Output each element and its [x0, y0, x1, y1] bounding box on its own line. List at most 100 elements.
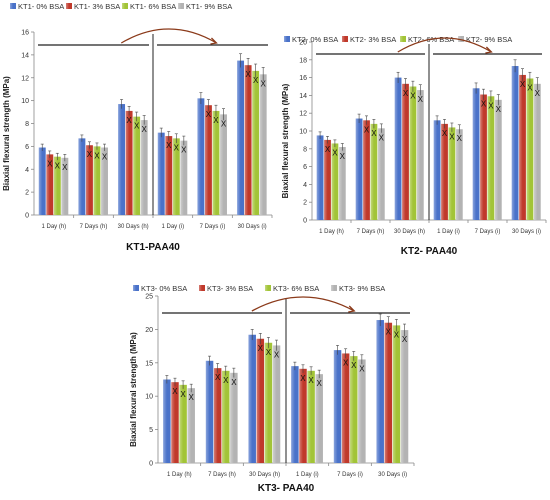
y-tick-label: 20: [299, 40, 307, 47]
x-tick-label: 1 Day (i): [437, 229, 460, 235]
bar: [370, 123, 378, 220]
significance-mark: X: [527, 83, 533, 92]
significance-mark: X: [403, 89, 409, 98]
significance-mark: X: [535, 89, 541, 98]
y-tick-label: 10: [299, 129, 307, 136]
bar: [533, 83, 541, 220]
bar: [157, 132, 165, 215]
y-tick-label: 12: [299, 111, 307, 118]
bar: [197, 98, 205, 215]
significance-mark: X: [520, 80, 526, 89]
significance-mark: X: [180, 390, 186, 399]
bar: [416, 90, 424, 220]
bar: [220, 114, 227, 215]
x-tick-label: 1 Day (h): [167, 472, 192, 478]
bar: [355, 118, 363, 220]
bar: [140, 120, 148, 215]
bar: [256, 338, 265, 463]
significance-mark: X: [141, 125, 147, 134]
bar: [133, 116, 141, 215]
legend-label: KT3- 6% BSA: [273, 284, 319, 293]
bar: [324, 139, 331, 220]
significance-mark: X: [449, 132, 455, 141]
bar: [448, 127, 456, 220]
bar: [264, 342, 273, 463]
significance-mark: X: [55, 162, 61, 171]
x-tick-label: 30 Days (i): [512, 229, 541, 235]
x-tick-label: 7 Days (i): [337, 472, 363, 478]
bar: [172, 138, 180, 215]
bar: [171, 382, 179, 463]
y-tick-label: 5: [149, 427, 153, 434]
bar: [163, 379, 171, 463]
legend-label: KT2- 3% BSA: [350, 35, 396, 44]
bar: [204, 105, 212, 215]
y-tick-label: 6: [303, 164, 307, 171]
significance-mark: X: [274, 350, 280, 359]
chart-caption: KT3- PAA40: [258, 483, 315, 494]
legend-swatch: [178, 3, 184, 9]
significance-mark: X: [332, 148, 338, 157]
x-tick-label: 1 Day (i): [296, 472, 319, 478]
bar: [315, 374, 323, 463]
x-tick-label: 7 Days (i): [200, 224, 226, 230]
x-tick-label: 7 Days (h): [80, 224, 108, 230]
y-tick-label: 20: [145, 327, 153, 334]
x-tick-label: 30 Days (h): [249, 472, 280, 478]
bar: [316, 135, 324, 220]
bar: [85, 145, 93, 215]
legend-swatch: [133, 285, 139, 291]
significance-mark: X: [402, 335, 408, 344]
bar: [433, 120, 441, 220]
significance-mark: X: [481, 100, 487, 109]
significance-mark: X: [457, 134, 463, 143]
trend-arrow: [397, 37, 492, 53]
x-tick-label: 30 Days (h): [118, 224, 149, 230]
trend-arrow-head: [485, 46, 493, 54]
legend-label: KT1- 3% BSA: [74, 2, 120, 11]
significance-mark: X: [343, 358, 349, 367]
bar: [384, 322, 393, 463]
x-tick-label: 7 Days (h): [208, 472, 236, 478]
y-tick-label: 0: [25, 213, 29, 220]
y-tick-label: 2: [303, 200, 307, 207]
bar: [480, 94, 487, 220]
significance-mark: X: [206, 110, 212, 119]
y-tick-label: 4: [303, 182, 307, 189]
trend-arrow: [251, 296, 355, 312]
bar: [118, 104, 126, 215]
y-tick-label: 16: [21, 30, 29, 37]
bar: [394, 77, 402, 220]
significance-mark: X: [410, 92, 416, 101]
significance-mark: X: [126, 116, 132, 125]
trend-arrow-head: [210, 37, 218, 45]
bar: [402, 83, 409, 220]
significance-mark: X: [418, 95, 424, 104]
bar: [350, 356, 358, 463]
significance-mark: X: [102, 153, 108, 162]
chart-kt1: KT1- 0% BSA KT1- 3% BSA KT1- 6% BSA KT1- 9%…: [2, 2, 273, 253]
significance-mark: X: [359, 364, 365, 373]
y-axis-title: Biaxial flexural strength (MPa): [2, 76, 11, 191]
chart-caption: KT1-PAA40: [126, 242, 180, 253]
x-tick-label: 1 Day (h): [319, 229, 344, 235]
bar: [377, 128, 385, 220]
legend-label: KT1- 0% BSA: [18, 2, 64, 11]
y-tick-label: 18: [299, 57, 307, 64]
bar: [53, 156, 61, 215]
trend-arrow: [120, 28, 217, 44]
significance-mark: X: [317, 379, 323, 388]
legend-label: KT1- 6% BSA: [130, 2, 176, 11]
bar: [179, 384, 187, 463]
bar: [125, 110, 133, 215]
bar: [291, 366, 299, 463]
y-tick-label: 8: [303, 146, 307, 153]
significance-mark: X: [488, 101, 494, 110]
significance-mark: X: [181, 146, 187, 155]
x-tick-label: 30 Days (i): [378, 472, 407, 478]
significance-mark: X: [172, 387, 178, 396]
significance-mark: X: [166, 141, 172, 150]
y-axis-title: Biaxial flexural strength (MPa): [281, 83, 290, 198]
legend-swatch: [199, 285, 205, 291]
bar: [331, 143, 339, 220]
